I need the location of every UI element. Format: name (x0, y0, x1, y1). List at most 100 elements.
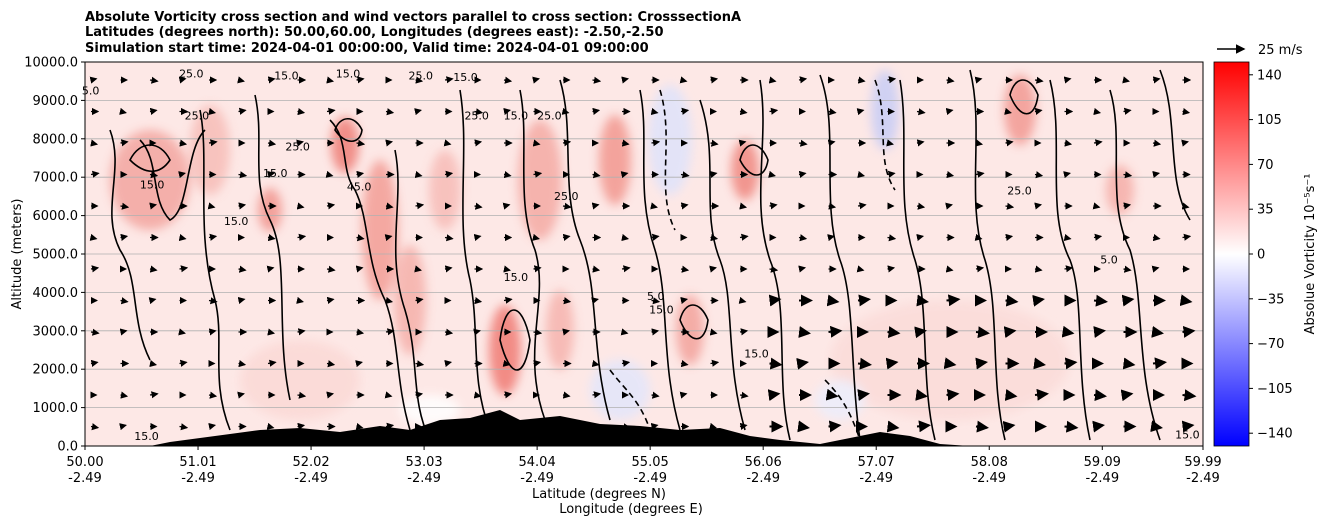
wind-vector (710, 234, 719, 242)
colorbar: 140 105 70 35 0 −35 −70 −105 −140 Absolue Vortic… (1213, 61, 1318, 447)
wind-vector (562, 297, 572, 305)
x-axis-label-latitude: Latitude (degrees N) (532, 487, 666, 502)
wind-vector (208, 391, 218, 399)
wind-vector (651, 328, 660, 336)
x-tick-label-lat: 53.03 (405, 455, 442, 470)
wind-vector (975, 326, 990, 339)
wind-vector (414, 108, 422, 116)
wind-vector (680, 171, 690, 179)
x-tick-label-lat: 59.99 (1184, 455, 1221, 470)
wind-vector (769, 202, 778, 210)
wind-vector (473, 233, 482, 242)
wind-vector (326, 202, 336, 210)
x-tick-label-lon: -2.49 (746, 471, 780, 486)
wind-vector (710, 139, 719, 147)
wind-vector (1005, 233, 1014, 241)
wind-vector (385, 296, 394, 305)
y-axis-label: Altitude (meters) (10, 199, 25, 310)
wind-vector (710, 359, 720, 367)
wind-vector (149, 107, 158, 115)
wind-vector (474, 297, 483, 305)
wind-vector (326, 360, 336, 368)
wind-vector (474, 202, 483, 210)
wind-vector (120, 391, 129, 399)
wind-vector (1152, 76, 1161, 84)
wind-vector (473, 391, 482, 399)
wind-vector (621, 139, 630, 147)
wind-vector (857, 202, 867, 210)
wind-vector (769, 357, 783, 370)
wind-vector (591, 359, 600, 368)
wind-vector (767, 389, 781, 402)
wind-vector (769, 107, 779, 115)
wind-vector (533, 328, 543, 336)
wind-vector (1092, 420, 1105, 433)
wind-vector (916, 233, 925, 242)
contour-labels: 5.0 25.0 15.0 15.0 25.0 15.0 25.0 25.0 15.0 25.0 2… (82, 67, 1200, 443)
wind-vector (503, 391, 513, 399)
wind-vector (680, 265, 690, 273)
wind-vector (532, 233, 540, 241)
wind-vector (946, 171, 955, 179)
wind-vector (415, 360, 425, 368)
wind-vector (885, 357, 899, 370)
wind-vector (1152, 357, 1167, 370)
wind-vector (592, 107, 601, 115)
wind-vector (562, 233, 571, 241)
quiver-key: 25 m/s (1217, 43, 1303, 58)
wind-vector (208, 297, 218, 305)
wind-vector (1120, 389, 1134, 402)
wind-vector (149, 391, 159, 399)
wind-vector (798, 170, 807, 178)
wind-vector (414, 170, 423, 179)
wind-vector (562, 328, 571, 336)
wind-vector (1151, 265, 1160, 273)
wind-vector (709, 422, 717, 430)
contour-label: 15.0 (140, 179, 165, 192)
wind-vector (650, 202, 658, 210)
wind-vector (179, 423, 189, 431)
wind-vector (828, 325, 843, 338)
wind-vector (533, 265, 542, 273)
wind-vector (975, 170, 985, 178)
wind-vector (1182, 325, 1196, 338)
wind-vector (1002, 420, 1016, 433)
x-tick-label-lon: -2.49 (1186, 471, 1220, 486)
wind-vector (296, 139, 304, 147)
wind-vector (503, 171, 512, 179)
x-tick-label-lon: -2.49 (520, 471, 554, 486)
wind-vector (1034, 107, 1043, 115)
wind-vector (356, 328, 365, 336)
x-axis-label-longitude: Longitude (degrees E) (559, 502, 703, 517)
wind-vector (562, 391, 571, 399)
wind-vector (1182, 108, 1191, 116)
wind-vectors (89, 76, 1197, 433)
contour-label: 25.0 (408, 69, 433, 82)
x-tick-label-lat: 55.05 (632, 455, 669, 470)
colorbar-tick-label: −70 (1257, 337, 1284, 352)
wind-vector (1122, 76, 1130, 84)
wind-vector (1005, 139, 1014, 147)
wind-vector (1034, 171, 1044, 179)
wind-vector (1034, 265, 1043, 273)
wind-vector (827, 234, 835, 242)
wind-vector (679, 76, 688, 84)
wind-vector (1093, 326, 1106, 338)
contour-label: 25.0 (554, 190, 579, 203)
wind-vector (916, 294, 929, 307)
wind-vector (90, 328, 100, 336)
wind-vector (916, 108, 926, 116)
wind-vector (208, 422, 217, 431)
wind-vector (503, 265, 512, 273)
wind-vector (769, 265, 779, 273)
x-tick-label-lat: 57.07 (858, 455, 895, 470)
wind-vector (592, 265, 601, 273)
wind-vector (856, 265, 865, 273)
wind-vector (915, 388, 928, 401)
wind-vector (267, 170, 276, 179)
wind-vector (709, 170, 718, 179)
x-tick-label-lat: 56.06 (745, 455, 782, 470)
wind-vector (120, 202, 130, 210)
wind-vector (946, 388, 960, 401)
wind-vector (90, 170, 100, 178)
